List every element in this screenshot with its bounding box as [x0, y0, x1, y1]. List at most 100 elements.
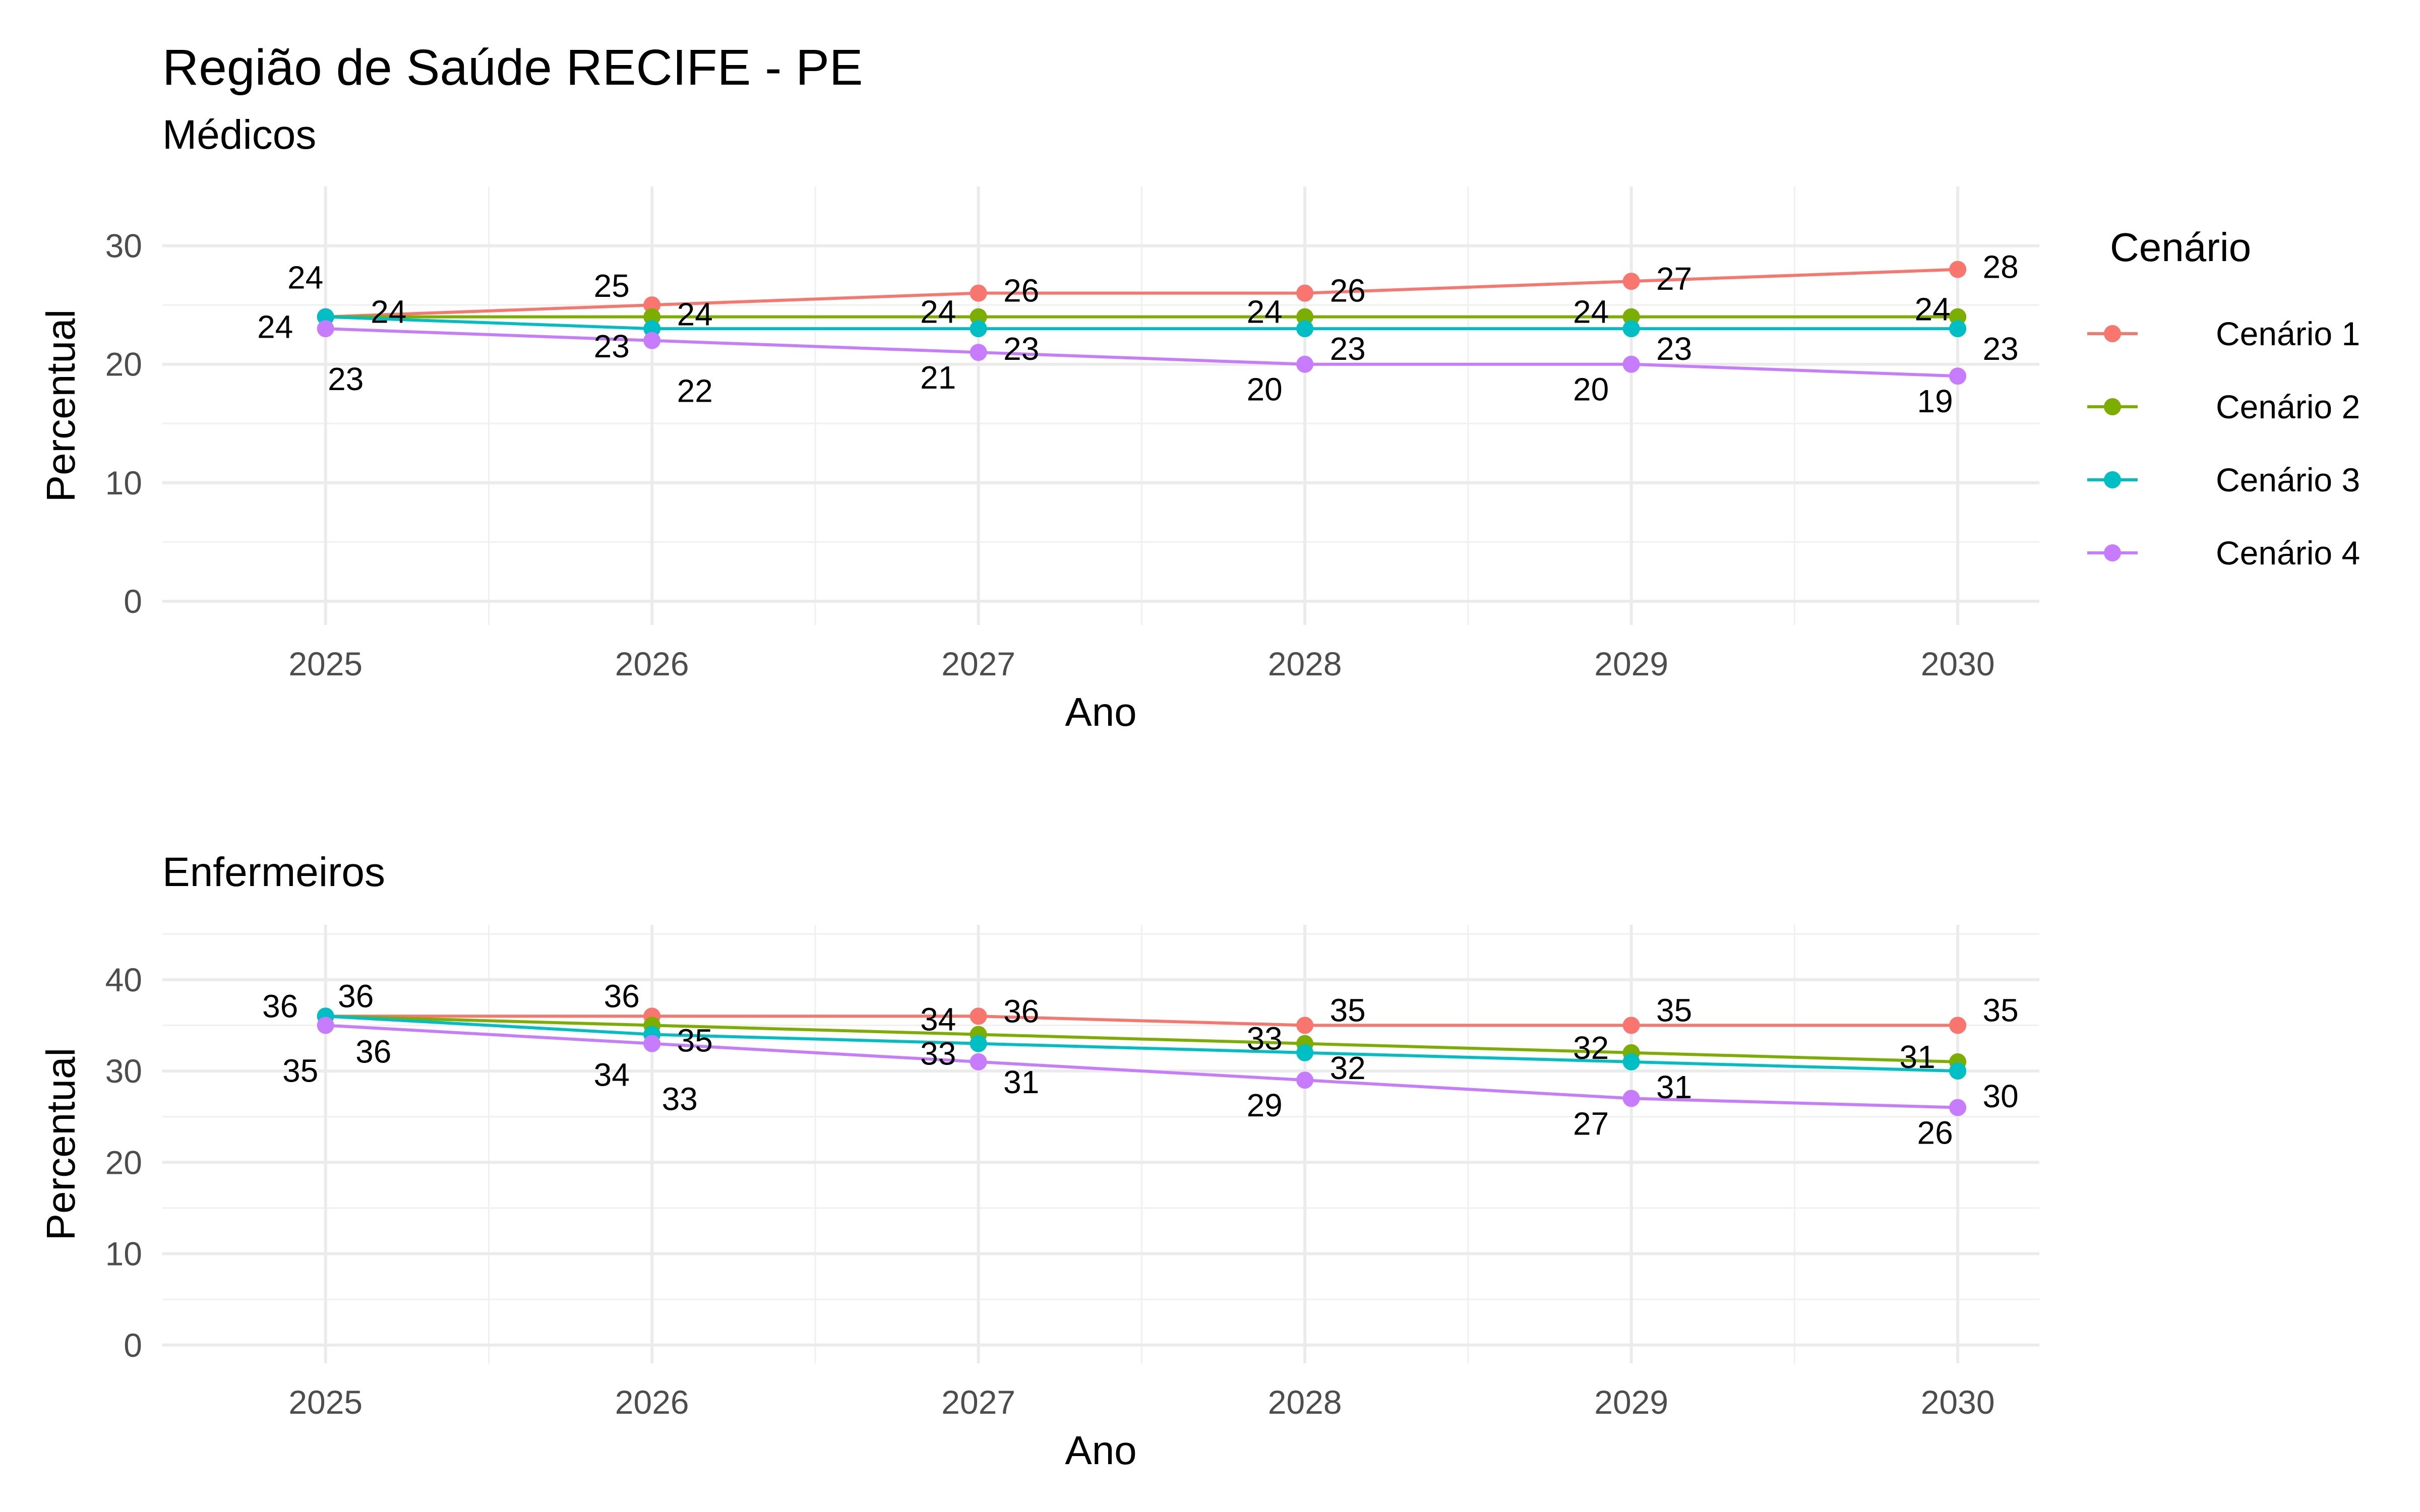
- x-axis-title: Ano: [1065, 1428, 1136, 1473]
- data-label: 24: [920, 294, 956, 330]
- legend-key-point: [2104, 471, 2121, 488]
- data-label: 20: [1247, 371, 1283, 408]
- x-tick-label: 2030: [1921, 645, 1995, 682]
- series-line: [325, 1015, 1958, 1063]
- data-label: 28: [1983, 249, 2019, 285]
- data-point: [643, 320, 661, 338]
- data-label: 27: [1656, 261, 1692, 297]
- data-label: 27: [1573, 1105, 1609, 1142]
- data-point: [970, 344, 987, 361]
- legend-label: Cenário 1: [2216, 315, 2360, 352]
- x-tick-label: 2027: [941, 645, 1015, 682]
- data-label: 31: [1003, 1064, 1039, 1100]
- x-axis-title: Ano: [1065, 689, 1136, 734]
- y-tick-label: 0: [124, 1327, 142, 1364]
- data-label: 24: [677, 296, 713, 333]
- data-point: [970, 1007, 987, 1025]
- data-point: [970, 1035, 987, 1052]
- data-label: 24: [1573, 294, 1609, 330]
- data-point: [1296, 284, 1314, 302]
- series-line: [325, 315, 1958, 331]
- data-label: 32: [1573, 1030, 1609, 1066]
- data-label: 30: [1983, 1078, 2019, 1114]
- data-point: [1949, 367, 1967, 385]
- data-label: 36: [355, 1033, 391, 1069]
- data-point: [1296, 308, 1314, 326]
- legend-label: Cenário 2: [2216, 388, 2360, 425]
- data-label: 33: [920, 1036, 956, 1072]
- legend-label: Cenário 3: [2216, 461, 2360, 498]
- series-1-labels: 24 25 26 26 27 28: [287, 249, 2019, 309]
- x-tick-label: 2030: [1921, 1383, 1995, 1421]
- data-point: [1622, 320, 1640, 338]
- data-label: 31: [1656, 1069, 1692, 1105]
- data-label: 23: [1983, 331, 2019, 367]
- legend-key-point: [2104, 325, 2121, 342]
- data-point: [970, 284, 987, 302]
- y-tick-label: 10: [105, 464, 142, 501]
- x-tick-label: 2026: [615, 645, 689, 682]
- data-label: 24: [371, 294, 406, 330]
- gridlines: [162, 925, 2039, 1363]
- y-axis-title: Percentual: [38, 309, 83, 502]
- x-tick-label: 2028: [1268, 645, 1342, 682]
- data-label: 19: [1917, 383, 1953, 419]
- data-point: [317, 320, 334, 338]
- data-label: 26: [1003, 273, 1039, 309]
- data-point: [1622, 1053, 1640, 1070]
- data-point: [1622, 355, 1640, 373]
- data-point: [643, 308, 661, 326]
- data-label: 36: [1003, 993, 1039, 1029]
- data-label: 34: [920, 1001, 956, 1038]
- data-label: 36: [604, 978, 640, 1014]
- data-label: 31: [1900, 1039, 1935, 1075]
- series-3-labels: 36 34 33 32 31 30: [355, 1033, 2019, 1114]
- y-tick-label: 20: [105, 1144, 142, 1181]
- panel-subtitle: Médicos: [162, 112, 316, 158]
- data-point: [1949, 308, 1967, 326]
- data-point: [1622, 308, 1640, 326]
- series-4-labels: 35 33 31 29 27 26: [282, 1052, 1953, 1151]
- y-tick-label: 10: [105, 1235, 142, 1273]
- data-label: 35: [677, 1022, 713, 1058]
- data-label: 24: [1915, 291, 1951, 328]
- data-label: 26: [1330, 273, 1366, 309]
- series-line: [325, 327, 1958, 378]
- data-label: 32: [1330, 1050, 1366, 1086]
- data-point: [970, 308, 987, 326]
- y-tick-label: 30: [105, 1052, 142, 1090]
- legend-label: Cenário 4: [2216, 534, 2360, 572]
- data-point: [1949, 1099, 1967, 1116]
- y-tick-label: 20: [105, 346, 142, 383]
- data-label: 23: [1330, 331, 1366, 367]
- data-label: 26: [1917, 1115, 1953, 1151]
- series-3: [317, 308, 1967, 338]
- data-point: [643, 1035, 661, 1052]
- y-tick-label: 30: [105, 227, 142, 265]
- panel-subtitle: Enfermeiros: [162, 849, 385, 895]
- data-label: 23: [594, 328, 630, 364]
- data-label: 35: [282, 1052, 318, 1089]
- data-point: [1949, 1062, 1967, 1080]
- data-label: 23: [1003, 331, 1039, 367]
- data-point: [1949, 261, 1967, 278]
- series-4: [317, 320, 1967, 385]
- data-label: 25: [594, 268, 630, 304]
- data-point: [643, 332, 661, 349]
- data-label: 35: [1983, 992, 2019, 1028]
- legend-entry: Cenário 3: [2087, 461, 2360, 498]
- data-point: [1296, 320, 1314, 338]
- legend-entry: Cenário 2: [2087, 388, 2360, 425]
- series-4-labels: 23 22 21 20 20 19: [328, 359, 1953, 419]
- x-tick-label: 2025: [288, 1383, 362, 1421]
- x-tick-label: 2027: [941, 1383, 1015, 1421]
- data-point: [1949, 320, 1967, 338]
- data-label: 33: [1247, 1021, 1283, 1057]
- data-label: 24: [287, 260, 323, 296]
- y-axis-title: Percentual: [38, 1048, 83, 1240]
- data-label: 20: [1573, 371, 1609, 408]
- gridlines: [162, 186, 2039, 625]
- data-label: 36: [338, 978, 374, 1014]
